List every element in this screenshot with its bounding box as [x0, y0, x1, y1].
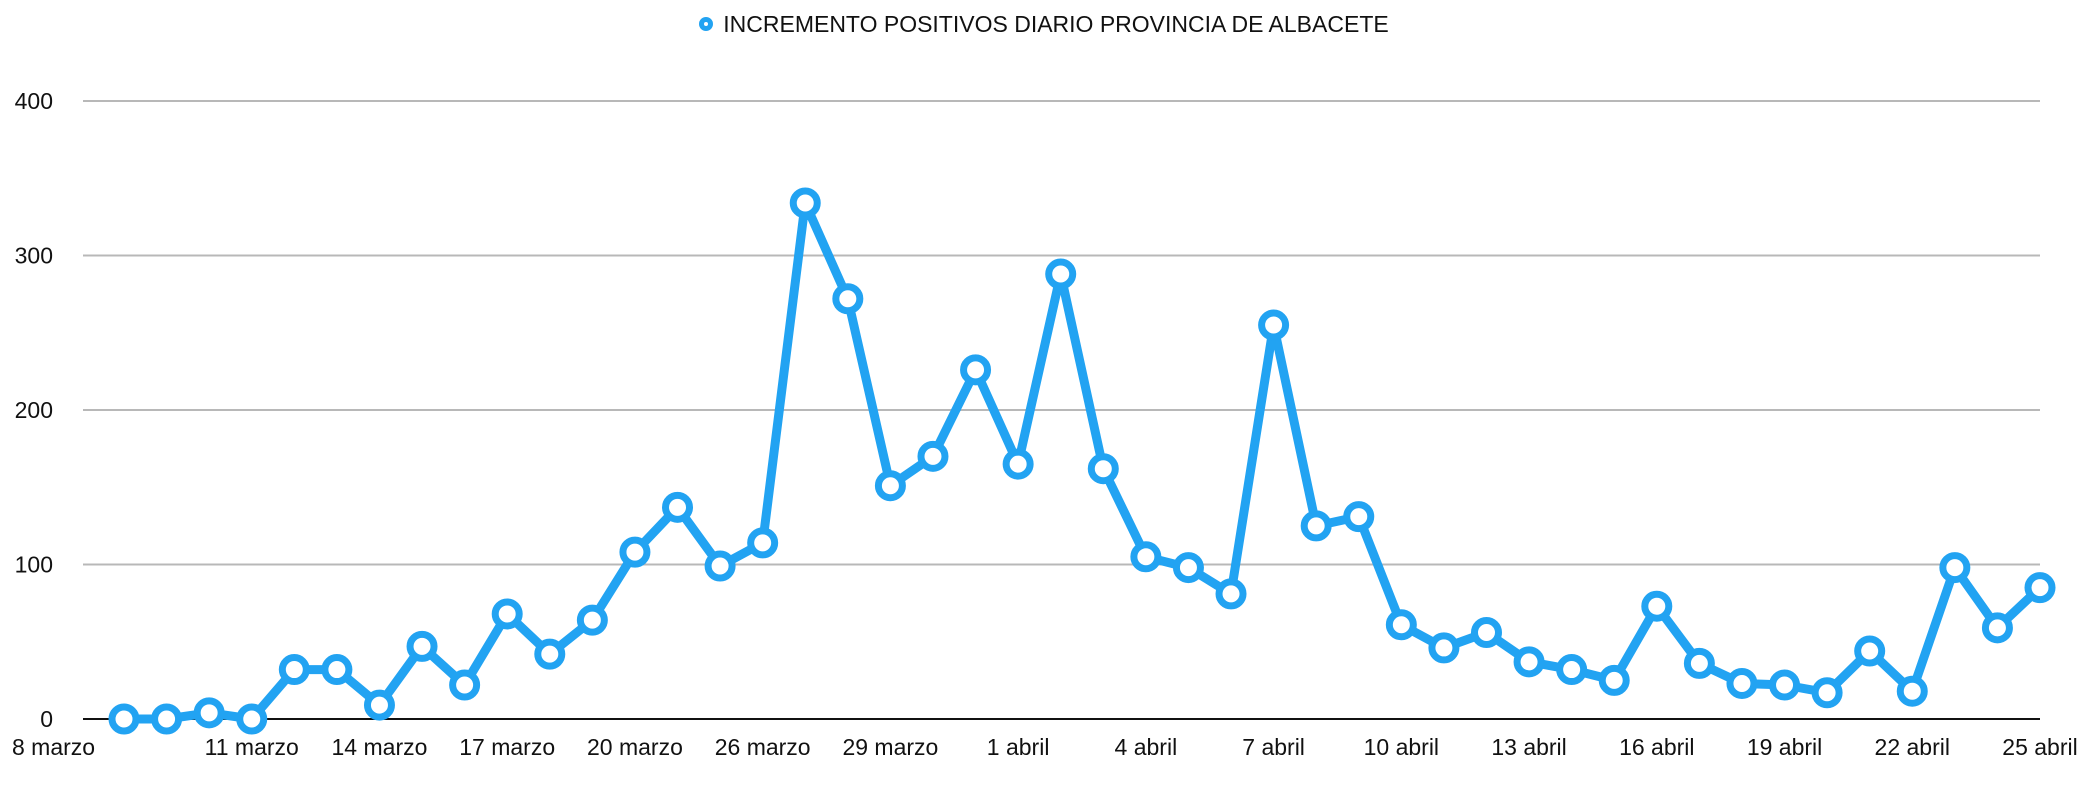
- data-point: [151, 703, 183, 735]
- legend-label: INCREMENTO POSITIVOS DIARIO PROVINCIA DE…: [723, 10, 1389, 37]
- x-tick-label: 19 abril: [1747, 734, 1822, 760]
- data-point: [534, 638, 566, 670]
- data-point: [491, 598, 523, 630]
- data-point: [1172, 552, 1204, 584]
- data-point: [193, 697, 225, 729]
- x-tick-label: 13 abril: [1491, 734, 1566, 760]
- data-point: [2024, 572, 2056, 604]
- x-tick-label: 14 marzo: [332, 734, 428, 760]
- data-point: [874, 470, 906, 502]
- data-point: [1087, 453, 1119, 485]
- data-point: [576, 604, 608, 636]
- legend-marker-icon: [699, 17, 714, 31]
- data-point: [1300, 510, 1332, 542]
- data-point: [960, 354, 992, 386]
- x-tick-label: 4 abril: [1115, 734, 1178, 760]
- data-point: [363, 689, 395, 721]
- data-point: [1939, 552, 1971, 584]
- data-point: [1470, 616, 1502, 648]
- chart-legend: INCREMENTO POSITIVOS DIARIO PROVINCIA DE…: [0, 10, 2088, 38]
- data-point: [1854, 635, 1886, 667]
- data-point: [832, 283, 864, 315]
- x-tick-label: 22 abril: [1875, 734, 1950, 760]
- series-line: [119, 198, 2045, 724]
- data-point: [1641, 590, 1673, 622]
- x-tick-label: 11 marzo: [205, 734, 299, 760]
- x-tick-label: 25 abril: [2002, 734, 2077, 760]
- y-tick-label: 100: [15, 552, 53, 578]
- data-point: [1045, 258, 1077, 290]
- data-point: [747, 527, 779, 559]
- data-point: [662, 491, 694, 523]
- data-point: [1896, 675, 1928, 707]
- data-point: [1811, 677, 1843, 709]
- data-point: [1556, 654, 1588, 686]
- y-tick-label: 0: [40, 706, 53, 732]
- data-point: [1130, 541, 1162, 573]
- data-point: [1002, 448, 1034, 480]
- data-point: [449, 669, 481, 701]
- x-tick-label: 1 abril: [987, 734, 1050, 760]
- data-point: [406, 630, 438, 662]
- y-tick-label: 200: [15, 397, 53, 423]
- x-tick-label: 20 marzo: [587, 734, 683, 760]
- data-point: [1769, 669, 1801, 701]
- data-point: [917, 440, 949, 472]
- data-point: [1513, 646, 1545, 678]
- x-tick-label: 8 marzo: [12, 734, 95, 760]
- data-point: [1683, 647, 1715, 679]
- y-tick-label: 300: [15, 243, 53, 269]
- x-tick-label: 29 marzo: [842, 734, 938, 760]
- x-tick-label: 16 abril: [1619, 734, 1694, 760]
- data-point: [236, 703, 268, 735]
- data-point: [789, 187, 821, 219]
- data-point: [278, 654, 310, 686]
- x-tick-label: 10 abril: [1364, 734, 1439, 760]
- data-point: [1258, 309, 1290, 341]
- data-point: [1428, 632, 1460, 664]
- y-tick-label: 400: [15, 88, 53, 114]
- data-point: [1726, 667, 1758, 699]
- data-point: [619, 536, 651, 568]
- x-tick-label: 17 marzo: [459, 734, 555, 760]
- data-point: [1981, 612, 2013, 644]
- data-point: [321, 654, 353, 686]
- data-point: [1215, 578, 1247, 610]
- data-point: [1343, 501, 1375, 533]
- x-tick-label: 26 marzo: [715, 734, 811, 760]
- data-point: [108, 703, 140, 735]
- x-tick-label: 7 abril: [1242, 734, 1305, 760]
- data-point: [1598, 664, 1630, 696]
- data-point: [1385, 609, 1417, 641]
- data-point: [704, 550, 736, 582]
